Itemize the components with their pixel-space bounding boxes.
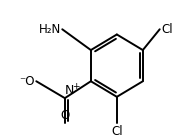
Text: +: + [72, 82, 80, 91]
Text: ⁻O: ⁻O [19, 75, 35, 88]
Text: N: N [65, 84, 74, 97]
Text: O: O [60, 108, 70, 122]
Text: H₂N: H₂N [39, 23, 61, 36]
Text: Cl: Cl [161, 23, 173, 36]
Text: Cl: Cl [111, 125, 123, 138]
